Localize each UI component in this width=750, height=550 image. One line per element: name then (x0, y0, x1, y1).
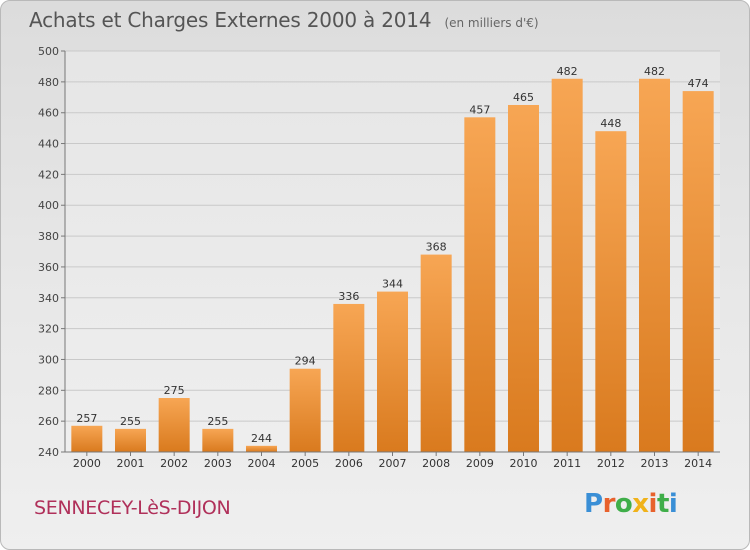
data-label: 448 (600, 117, 621, 130)
bar-2000 (71, 425, 103, 452)
x-tick-label: 2003 (204, 457, 232, 470)
y-tick-label: 400 (38, 199, 59, 212)
bar-2012 (595, 131, 627, 452)
y-tick-label: 240 (38, 446, 59, 459)
data-label: 368 (426, 241, 447, 254)
bar-2006 (333, 303, 365, 452)
data-label: 344 (382, 278, 403, 291)
bar-2010 (508, 104, 539, 452)
bar-2007 (377, 291, 408, 452)
x-tick-label: 2010 (510, 457, 538, 470)
bar-2003 (202, 428, 234, 452)
x-tick-label: 2011 (553, 457, 581, 470)
x-tick-label: 2012 (597, 457, 625, 470)
logo-letter: P (584, 489, 603, 519)
x-tick-label: 2004 (248, 457, 276, 470)
logo-letter: o (614, 489, 633, 519)
x-tick-label: 2014 (684, 457, 712, 470)
logo-letter: i (668, 489, 678, 519)
bar-2002 (158, 398, 190, 452)
bar-2009 (464, 117, 496, 453)
bar-2005 (289, 368, 321, 452)
x-tick-label: 2001 (117, 457, 145, 470)
logo-letter: r (602, 489, 616, 519)
logo-letter: i (648, 489, 658, 519)
bar-2014 (682, 91, 714, 452)
bar-2001 (115, 428, 146, 452)
y-tick-label: 340 (38, 292, 59, 305)
proxiti-logo: Proxiti (584, 489, 678, 519)
data-label: 457 (469, 103, 490, 116)
x-tick-label: 2006 (335, 457, 363, 470)
y-tick-label: 320 (38, 323, 59, 336)
data-label: 255 (207, 415, 228, 428)
x-tick-label: 2002 (160, 457, 188, 470)
bar-2008 (420, 254, 452, 452)
data-label: 482 (644, 65, 665, 78)
x-tick-label: 2013 (641, 457, 669, 470)
commune-name: SENNECEY-LèS-DIJON (34, 497, 231, 519)
bar-2013 (639, 78, 670, 452)
chart-subtitle: (en milliers d'€) (444, 16, 539, 30)
y-tick-label: 500 (38, 45, 59, 58)
x-tick-label: 2009 (466, 457, 494, 470)
y-tick-label: 380 (38, 230, 59, 243)
y-tick-label: 440 (38, 138, 59, 151)
bar-2011 (551, 78, 583, 452)
x-tick-label: 2008 (422, 457, 450, 470)
x-tick-label: 2000 (73, 457, 101, 470)
data-label: 482 (557, 65, 578, 78)
data-label: 257 (76, 412, 97, 425)
logo-letter: x (632, 489, 649, 519)
x-tick-label: 2005 (291, 457, 319, 470)
data-label: 294 (295, 355, 316, 368)
data-label: 336 (338, 290, 359, 303)
y-tick-label: 420 (38, 168, 59, 181)
data-label: 465 (513, 91, 534, 104)
title-row: Achats et Charges Externes 2000 à 2014 (… (29, 8, 539, 32)
logo-letter: t (656, 489, 669, 519)
y-tick-label: 280 (38, 384, 59, 397)
data-label: 244 (251, 432, 272, 445)
chart-title: Achats et Charges Externes 2000 à 2014 (29, 8, 432, 32)
data-label: 255 (120, 415, 141, 428)
y-tick-label: 480 (38, 76, 59, 89)
y-tick-label: 460 (38, 107, 59, 120)
y-tick-label: 300 (38, 353, 59, 366)
data-label: 474 (688, 77, 709, 90)
y-tick-label: 260 (38, 415, 59, 428)
data-label: 275 (164, 384, 185, 397)
x-tick-label: 2007 (379, 457, 407, 470)
y-tick-label: 360 (38, 261, 59, 274)
bar-2004 (246, 445, 277, 452)
